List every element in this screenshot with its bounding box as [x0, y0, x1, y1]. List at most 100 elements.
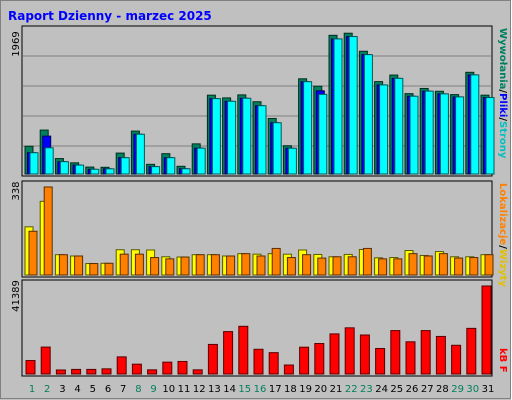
bar-visits-sites-wizyty-day-24: [378, 258, 388, 276]
bar-hits-files-pages-strony-day-3: [59, 161, 69, 175]
bar-kbytes-kbf-day-26: [405, 341, 416, 375]
bar-hits-files-pages-strony-day-14: [227, 100, 237, 175]
x-tick-label-day-30: 30: [466, 384, 479, 395]
x-tick-label-day-28: 28: [436, 384, 449, 395]
bar-hits-files-pages-strony-day-13: [211, 98, 221, 175]
bar-hits-files-pages-strony-day-18: [287, 147, 297, 175]
bar-hits-files-pages-strony-day-9: [151, 166, 161, 175]
bar-hits-files-pages-strony-day-8: [135, 133, 145, 175]
bar-kbytes-kbf-day-7: [116, 356, 127, 375]
x-tick-label-day-18: 18: [284, 384, 297, 395]
bar-hits-files-pages-strony-day-15: [242, 97, 252, 175]
legend-sep-1: /: [497, 89, 508, 93]
bar-kbytes-kbf-day-30: [466, 327, 477, 375]
bar-hits-files-pages-strony-day-12: [196, 147, 206, 175]
bar-visits-sites-wizyty-day-12: [195, 254, 205, 276]
bar-visits-sites-wizyty-day-22: [347, 256, 357, 276]
bar-kbytes-kbf-day-16: [253, 348, 264, 375]
x-tick-label-day-14: 14: [223, 384, 236, 395]
bar-visits-sites-wizyty-day-31: [484, 254, 494, 276]
bar-visits-sites-wizyty-day-17: [271, 247, 281, 276]
bar-kbytes-kbf-day-25: [390, 330, 401, 375]
bar-kbytes-kbf-day-28: [435, 335, 446, 375]
bar-kbytes-kbf-day-6: [101, 368, 112, 375]
bar-hits-files-pages-strony-day-11: [181, 168, 191, 175]
x-tick-label-day-11: 11: [178, 384, 191, 395]
x-tick-label-day-29: 29: [451, 384, 464, 395]
bar-hits-files-pages-strony-day-16: [257, 105, 267, 175]
bar-hits-files-pages-strony-day-23: [363, 54, 373, 175]
bar-kbytes-kbf-day-12: [192, 369, 203, 375]
panel2-legend: Lokalizacje/Wizyty: [497, 183, 508, 287]
bar-kbytes-kbf-day-2: [40, 346, 51, 375]
bar-visits-sites-wizyty-day-11: [180, 256, 190, 276]
bar-hits-files-pages-strony-day-1: [29, 152, 39, 175]
legend-sites: Lokalizacje: [497, 183, 508, 245]
bar-kbytes-kbf-day-5: [86, 368, 97, 375]
panel1-legend: Wywołania/Pliki/Strony: [497, 28, 508, 159]
bar-visits-sites-wizyty-day-20: [317, 257, 327, 276]
bar-visits-sites-wizyty-day-23: [362, 247, 372, 276]
bar-hits-files-pages-strony-day-10: [166, 157, 176, 175]
bar-visits-sites-wizyty-day-9: [150, 257, 160, 276]
bar-visits-sites-wizyty-day-3: [58, 254, 68, 276]
x-tick-label-day-1: 1: [29, 384, 35, 395]
legend-files: Pliki: [497, 93, 508, 117]
bar-visits-sites-wizyty-day-21: [332, 256, 342, 276]
bar-kbytes-kbf-day-3: [55, 369, 66, 375]
bar-visits-sites-wizyty-day-2: [43, 186, 53, 276]
bar-hits-files-pages-strony-day-22: [348, 36, 358, 175]
x-tick-label-day-27: 27: [421, 384, 434, 395]
legend-visits: Wizyty: [497, 249, 508, 288]
bar-hits-files-pages-strony-day-6: [105, 168, 115, 175]
bar-kbytes-kbf-day-10: [162, 361, 173, 375]
bar-hits-files-pages-strony-day-20: [318, 93, 328, 175]
bar-visits-sites-wizyty-day-30: [469, 257, 479, 276]
bar-visits-sites-wizyty-day-16: [256, 255, 266, 276]
panel3-ymax-label: 41389: [11, 280, 22, 312]
bar-kbytes-kbf-day-23: [359, 334, 370, 375]
x-tick-label-day-23: 23: [360, 384, 373, 395]
panel1-ymax-label: 1969: [11, 31, 22, 56]
legend-sep-3: /: [497, 245, 508, 249]
bar-visits-sites-wizyty-day-5: [89, 263, 99, 276]
bar-kbytes-kbf-day-15: [238, 325, 249, 375]
x-tick-label-day-21: 21: [330, 384, 343, 395]
x-tick-label-day-8: 8: [135, 384, 141, 395]
bar-kbytes-kbf-day-17: [268, 352, 279, 375]
x-tick-label-day-9: 9: [150, 384, 156, 395]
bar-kbytes-kbf-day-20: [314, 343, 325, 375]
x-tick-label-day-12: 12: [193, 384, 206, 395]
bar-kbytes-kbf-day-19: [299, 346, 310, 375]
x-tick-label-day-13: 13: [208, 384, 221, 395]
bar-hits-files-pages-strony-day-21: [333, 38, 343, 175]
bar-hits-files-pages-strony-day-29: [455, 96, 465, 175]
bar-visits-sites-wizyty-day-25: [393, 258, 403, 276]
bar-kbytes-kbf-day-27: [420, 330, 431, 375]
bar-kbytes-kbf-day-4: [71, 368, 82, 375]
bar-visits-sites-wizyty-day-28: [438, 253, 448, 276]
bar-hits-files-pages-strony-day-7: [120, 157, 130, 175]
bar-visits-sites-wizyty-day-7: [119, 253, 129, 276]
bar-visits-sites-wizyty-day-13: [210, 254, 220, 276]
x-tick-label-day-25: 25: [390, 384, 403, 395]
x-tick-label-day-20: 20: [314, 384, 327, 395]
bar-hits-files-pages-strony-day-5: [90, 168, 100, 175]
bar-visits-sites-wizyty-day-18: [286, 257, 296, 276]
bar-visits-sites-wizyty-day-8: [134, 253, 144, 276]
x-tick-label-day-31: 31: [482, 384, 495, 395]
bar-hits-files-pages-strony-day-30: [470, 74, 480, 175]
x-tick-label-day-4: 4: [74, 384, 80, 395]
bar-kbytes-kbf-day-1: [25, 360, 36, 375]
x-tick-label-day-24: 24: [375, 384, 388, 395]
bar-hits-files-pages-strony-day-17: [272, 122, 282, 175]
bar-visits-sites-wizyty-day-27: [423, 255, 433, 276]
bar-visits-sites-wizyty-day-19: [302, 254, 312, 276]
bar-hits-files-pages-strony-day-2: [44, 147, 54, 175]
legend-kbytes: kB F: [497, 348, 508, 373]
bar-visits-sites-wizyty-day-29: [454, 257, 464, 276]
x-tick-label-day-16: 16: [254, 384, 267, 395]
x-tick-label-day-26: 26: [406, 384, 419, 395]
bar-hits-files-pages-strony-day-25: [394, 77, 404, 175]
